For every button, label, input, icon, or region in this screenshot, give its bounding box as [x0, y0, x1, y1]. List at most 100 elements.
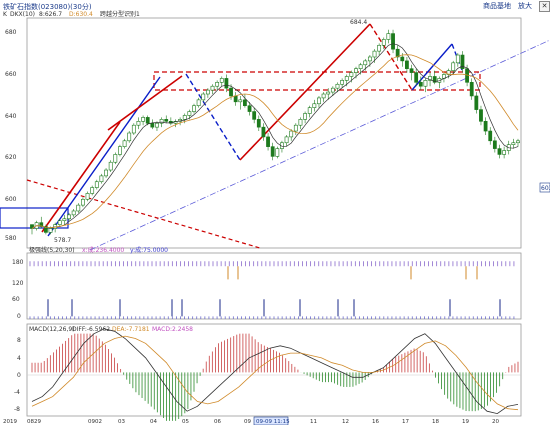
- candle-body: [43, 226, 48, 233]
- candle-body: [229, 87, 233, 97]
- candle-body: [76, 204, 81, 212]
- candle-body: [326, 91, 331, 95]
- candle-body: [62, 218, 67, 222]
- right-edge-tag: [539, 182, 550, 193]
- candle-body: [469, 82, 474, 97]
- candle-body: [243, 99, 247, 107]
- candle-body: [201, 93, 206, 101]
- candle-body: [354, 68, 358, 73]
- x-tick-label: 19: [462, 419, 469, 425]
- macd-legend-macd: MACD:2.2458: [152, 326, 193, 333]
- candle-body: [289, 130, 294, 138]
- candle-body: [284, 136, 289, 144]
- candle-body: [303, 113, 307, 120]
- product-base-button[interactable]: 商品基地: [483, 2, 511, 10]
- y-tick-660: 660: [5, 71, 17, 78]
- x-tick-label: 09: [244, 419, 251, 425]
- x-tick-label: 03: [118, 419, 125, 425]
- red-fractal-line-3: [239, 23, 371, 161]
- y-tick-600: 600: [5, 196, 17, 203]
- candle-body: [261, 126, 266, 138]
- close-icon[interactable]: ✕: [539, 1, 550, 12]
- x-tick-label: 05: [182, 419, 189, 425]
- candle-body: [215, 82, 220, 87]
- vol-tick-180: 180: [12, 259, 24, 266]
- y-tick-640: 640: [5, 113, 17, 120]
- y-tick-680: 680: [5, 29, 17, 36]
- volume-y-axis: 180 120 60 0: [12, 259, 24, 320]
- indicator-name: 跨越分型识别1: [100, 10, 140, 18]
- ma2-value: D:630.4: [69, 11, 93, 18]
- candle-body: [252, 111, 257, 120]
- candle-body: [367, 56, 372, 62]
- candle-body: [293, 124, 298, 132]
- volume-legend-v2: y:成:75.0000: [130, 246, 168, 254]
- y-tick-580: 580: [5, 235, 17, 242]
- candle-body: [85, 193, 90, 200]
- candle-body: [71, 210, 76, 216]
- candle-body: [428, 76, 432, 81]
- candle-body: [256, 119, 261, 128]
- ma-dark-line: [31, 43, 519, 229]
- candle-body: [233, 95, 238, 103]
- red-dashed-fractal-down: [369, 23, 413, 91]
- macd-legend-name: MACD(12,26,9): [29, 326, 75, 333]
- macd-diff-line: [31, 328, 519, 415]
- y-tick-620: 620: [5, 154, 17, 161]
- main-panel-frame: [26, 17, 522, 249]
- red-fractal-line-2: [107, 75, 183, 131]
- candle-body: [358, 64, 363, 69]
- candle-body: [423, 80, 428, 87]
- red-fractal-line: [41, 121, 121, 233]
- candle-body: [414, 72, 419, 83]
- candle-body: [224, 78, 229, 89]
- candle-body: [141, 117, 145, 122]
- candle-body: [479, 109, 483, 122]
- candle-body: [377, 44, 382, 52]
- right-edge-label: 603: [541, 185, 550, 192]
- candle-body: [187, 111, 192, 116]
- main-y-axis: 680 660 640 620 600 580: [5, 29, 17, 242]
- candle-body: [108, 161, 113, 171]
- candle-body: [39, 222, 44, 227]
- macd-tick-8: 8: [17, 337, 21, 344]
- x-tick-label: 0902: [88, 419, 102, 425]
- candle-body: [340, 80, 345, 85]
- macd-tick-0: 0: [17, 372, 21, 379]
- candle-body: [182, 115, 187, 120]
- blue-fractal-line-4: [411, 43, 453, 91]
- macd-legend-dea: DEA:-7.7181: [112, 326, 150, 333]
- zoom-button[interactable]: 放大: [518, 2, 532, 10]
- ma-label: DKX(10): [10, 11, 35, 18]
- candle-body: [67, 214, 71, 220]
- blue-dashed-fractal-down: [185, 73, 241, 161]
- candle-body: [492, 140, 497, 149]
- blue-fractal-line-1: [47, 76, 161, 237]
- volume-legend-name: 极强线(5,20,30): [29, 246, 75, 254]
- candle-body: [94, 181, 99, 188]
- macd-tick-neg8: -8: [14, 406, 20, 413]
- candle-body: [432, 76, 437, 83]
- candle-body: [159, 119, 164, 124]
- high-label: 684.4: [350, 19, 367, 26]
- candle-body: [113, 154, 118, 163]
- x-tick-label: 12: [342, 419, 349, 425]
- candle-body: [488, 130, 493, 142]
- candle-body: [155, 122, 159, 128]
- blue-dashed-fractal-down-2: [451, 43, 463, 71]
- candle-body: [516, 140, 520, 144]
- candle-body: [344, 76, 349, 81]
- candle-body: [405, 60, 409, 69]
- vol-tick-60: 60: [12, 296, 20, 303]
- candle-body: [280, 142, 284, 149]
- ma-value: 8:626.7: [39, 11, 62, 18]
- candle-body: [317, 97, 321, 105]
- candle-body: [460, 54, 465, 69]
- macd-y-axis: 8 4 0 -4 -8: [14, 337, 21, 413]
- candle-body: [455, 54, 460, 64]
- candle-body: [372, 50, 377, 58]
- candle-body: [150, 122, 155, 128]
- candle-body: [247, 105, 252, 112]
- candle-body: [122, 140, 127, 147]
